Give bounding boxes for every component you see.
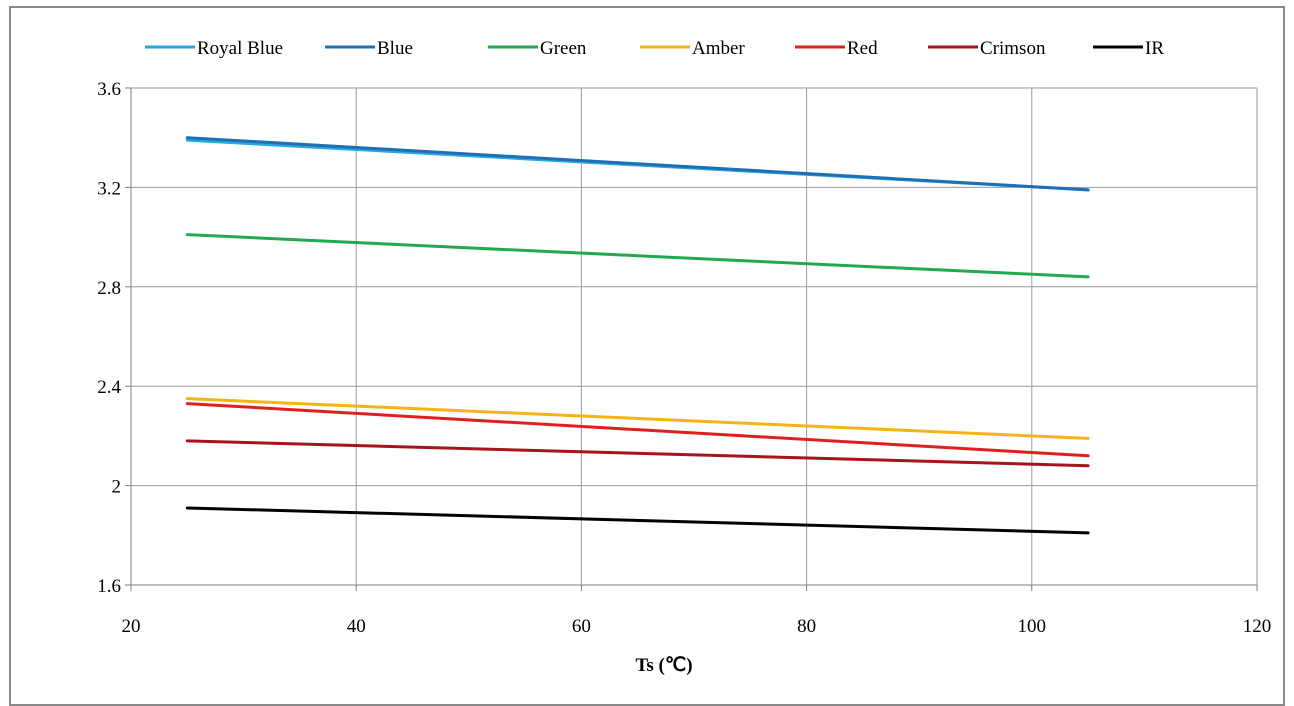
x-axis-label: Ts (℃) bbox=[635, 655, 692, 676]
x-tick-label: 80 bbox=[797, 616, 816, 637]
x-tick-labels: 20 40 60 80 100 120 bbox=[122, 616, 1272, 637]
legend-item-blue: Blue bbox=[325, 38, 413, 59]
y-tick-label: 2.4 bbox=[97, 377, 121, 398]
axes bbox=[125, 87, 1258, 591]
series-line-red bbox=[185, 402, 1090, 458]
y-tick-label: 1.6 bbox=[97, 576, 121, 597]
legend-item-royal-blue: Royal Blue bbox=[145, 38, 283, 59]
legend-label: Blue bbox=[377, 38, 413, 59]
x-tick-label: 100 bbox=[1018, 616, 1047, 637]
y-tick-label: 3.2 bbox=[97, 178, 121, 199]
chart-frame bbox=[9, 6, 1285, 706]
legend-item-red: Red bbox=[795, 38, 878, 59]
legend: Royal Blue Blue Green Amber Red Crimson IR bbox=[145, 38, 1164, 59]
series-line-amber bbox=[185, 397, 1090, 440]
legend-label: Red bbox=[847, 38, 878, 59]
y-tick-label: 2.8 bbox=[97, 278, 121, 299]
x-tick-label: 60 bbox=[572, 616, 591, 637]
legend-item-crimson: Crimson bbox=[928, 38, 1046, 59]
legend-label: Green bbox=[540, 38, 587, 59]
y-tick-label: 2 bbox=[112, 477, 122, 498]
legend-label: Royal Blue bbox=[197, 38, 283, 59]
legend-item-amber: Amber bbox=[640, 38, 745, 59]
y-tick-label: 3.6 bbox=[97, 79, 121, 100]
x-tick-label: 40 bbox=[347, 616, 366, 637]
x-tick-label: 120 bbox=[1243, 616, 1272, 637]
legend-label: Amber bbox=[692, 38, 745, 59]
series-line-crimson bbox=[185, 439, 1090, 468]
line-chart: 1.6 2 2.4 2.8 3.2 3.6 20 40 60 80 100 120 Royal Bl… bbox=[97, 38, 1272, 676]
series-line-blue bbox=[185, 136, 1090, 192]
legend-item-ir: IR bbox=[1093, 38, 1164, 59]
legend-label: Crimson bbox=[980, 38, 1046, 59]
x-tick-label: 20 bbox=[122, 616, 141, 637]
legend-item-green: Green bbox=[488, 38, 587, 59]
y-tick-labels: 1.6 2 2.4 2.8 3.2 3.6 bbox=[97, 79, 121, 597]
legend-label: IR bbox=[1145, 38, 1164, 59]
series-lines bbox=[185, 136, 1090, 535]
series-line-ir bbox=[185, 506, 1090, 535]
series-line-green bbox=[185, 233, 1090, 279]
